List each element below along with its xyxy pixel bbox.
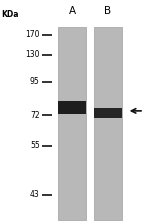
- FancyBboxPatch shape: [58, 101, 86, 114]
- FancyBboxPatch shape: [94, 108, 122, 118]
- Text: 130: 130: [25, 50, 40, 59]
- Text: 43: 43: [30, 190, 40, 199]
- FancyBboxPatch shape: [94, 27, 122, 220]
- Text: 95: 95: [30, 77, 40, 86]
- Text: 72: 72: [30, 111, 40, 120]
- Text: B: B: [104, 6, 112, 16]
- Text: 55: 55: [30, 141, 40, 150]
- Text: 170: 170: [25, 30, 40, 39]
- Text: A: A: [68, 6, 76, 16]
- FancyBboxPatch shape: [58, 27, 86, 220]
- Text: KDa: KDa: [2, 10, 19, 19]
